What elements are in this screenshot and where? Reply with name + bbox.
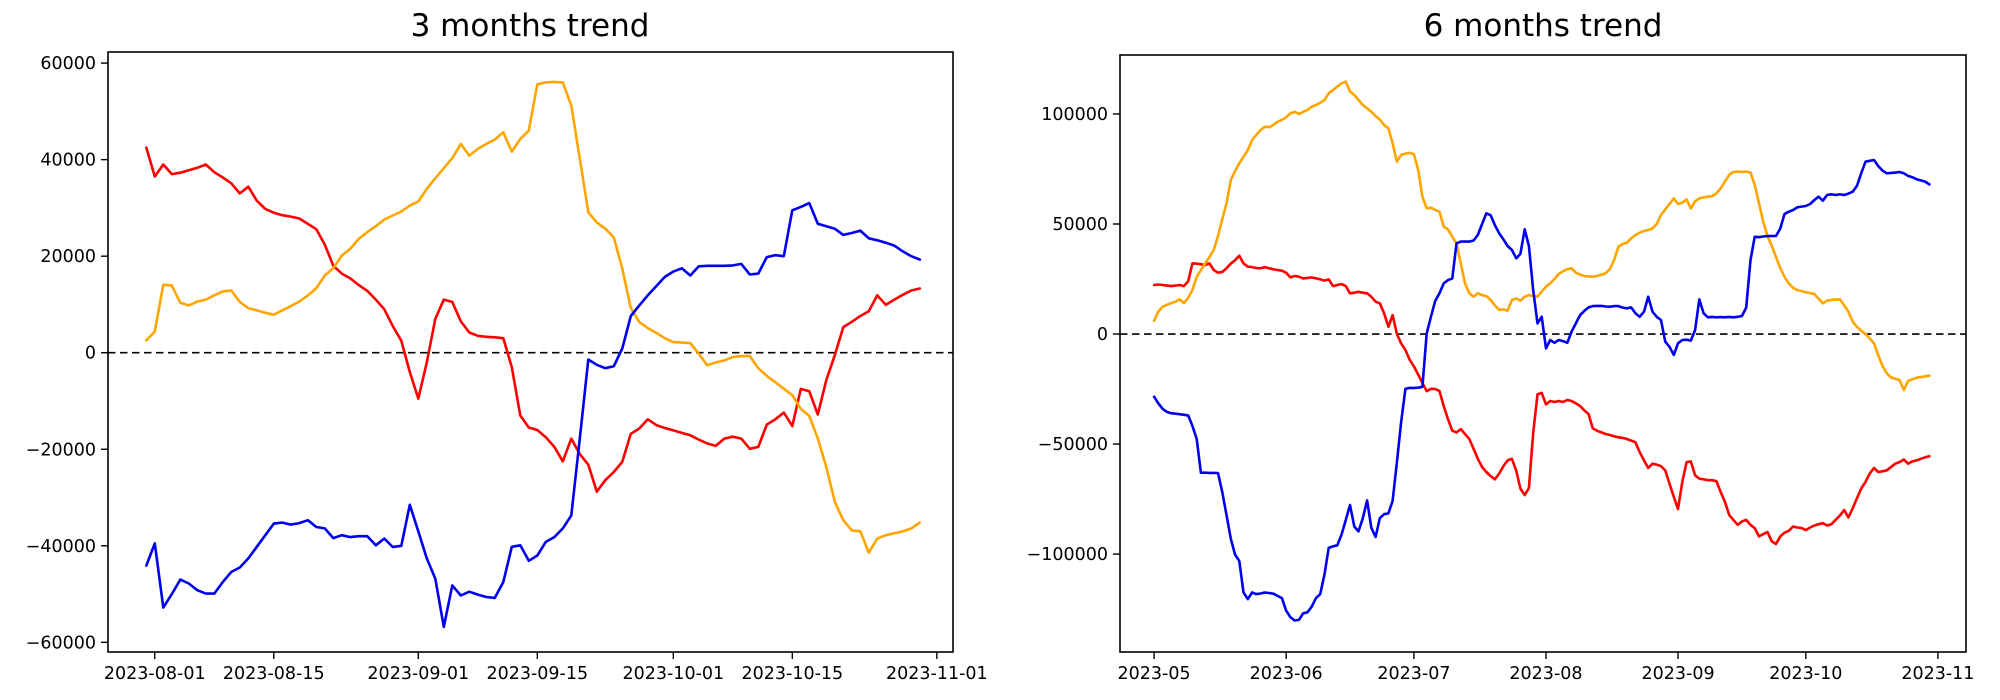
y-tick-label: 0: [1097, 325, 1108, 345]
series-line-orange: [1152, 80, 1931, 392]
chart-title-3-months: 3 months trend: [411, 8, 650, 44]
x-tick-label: 2023-05: [1118, 664, 1191, 684]
x-tick-label: 2023-08: [1509, 664, 1582, 684]
y-tick-label: 40000: [40, 151, 96, 171]
x-tick-label: 2023-08-15: [223, 664, 325, 684]
x-tick-label: 2023-09-15: [486, 664, 588, 684]
y-tick-label: −50000: [1038, 435, 1108, 455]
series-line-red: [1152, 254, 1931, 546]
x-tick-label: 2023-10: [1769, 664, 1842, 684]
series-line-blue: [1152, 158, 1931, 622]
x-tick-label: 2023-06: [1250, 664, 1323, 684]
y-tick-label: 0: [85, 344, 96, 364]
x-tick-label: 2023-11-01: [886, 664, 988, 684]
x-tick-label: 2023-07: [1377, 664, 1450, 684]
y-tick-label: −100000: [1027, 545, 1108, 565]
y-tick-label: −40000: [26, 537, 96, 557]
y-tick-label: −60000: [26, 633, 96, 653]
x-tick-label: 2023-11: [1901, 664, 1974, 684]
chart-3-months-trend: 3 months trend 60000 40000 20000 0 −20000 −40…: [26, 8, 988, 684]
y-tick-label: 20000: [40, 247, 96, 267]
series-line-red: [145, 146, 922, 494]
y-tick-label: 60000: [40, 54, 96, 74]
y-tick-label: 100000: [1041, 105, 1108, 125]
y-tick-label: −20000: [26, 440, 96, 460]
chart-title-6-months: 6 months trend: [1424, 8, 1663, 44]
y-tick-label: 50000: [1052, 215, 1108, 235]
x-tick-label: 2023-10-15: [741, 664, 843, 684]
plot-border: [107, 51, 954, 653]
series-line-orange: [145, 80, 922, 554]
x-tick-label: 2023-09: [1641, 664, 1714, 684]
chart-6-months-trend: 6 months trend 100000 50000 0 −50000 −100000…: [1027, 8, 1975, 684]
plot-border: [1119, 54, 1967, 653]
x-tick-label: 2023-08-01: [104, 664, 206, 684]
x-tick-label: 2023-09-01: [367, 664, 469, 684]
series-line-blue: [145, 201, 922, 629]
x-tick-label: 2023-10-01: [622, 664, 724, 684]
